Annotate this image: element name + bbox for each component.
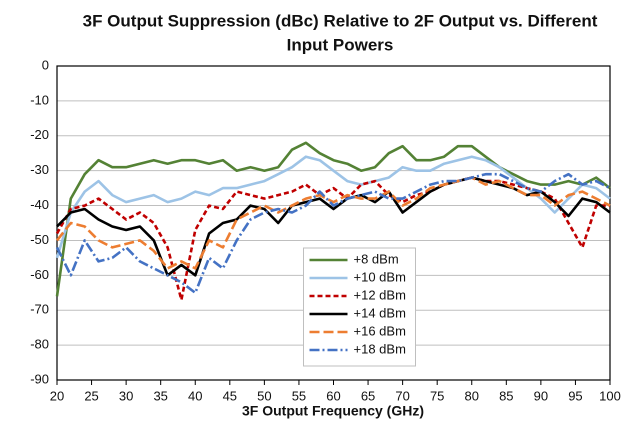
x-tick-label: 75 — [430, 388, 444, 403]
legend-label: +10 dBm — [354, 269, 406, 284]
x-tick-label: 50 — [257, 388, 271, 403]
series-line — [55, 176, 610, 302]
x-tick-label: 60 — [326, 388, 340, 403]
x-tick-label: 40 — [188, 388, 202, 403]
legend-label: +8 dBm — [354, 251, 399, 266]
x-tick-label: 30 — [119, 388, 133, 403]
x-tick-label: 55 — [292, 388, 306, 403]
series-line — [55, 155, 611, 259]
x-tick-label: 20 — [50, 388, 64, 403]
legend-box — [303, 247, 416, 367]
chart-title: Input Powers — [287, 35, 394, 54]
legend-label: +18 dBm — [354, 341, 406, 356]
y-tick-label: -20 — [30, 127, 49, 142]
y-tick-label: -30 — [30, 162, 49, 177]
y-tick-label: -90 — [30, 371, 49, 386]
series-line — [55, 141, 611, 297]
series-line — [55, 172, 611, 295]
x-tick-label: 85 — [499, 388, 513, 403]
x-tick-label: 65 — [361, 388, 375, 403]
plot-border — [56, 65, 611, 381]
y-tick-label: -10 — [30, 92, 49, 107]
y-tick-label: -40 — [30, 197, 49, 212]
legend-label: +16 dBm — [354, 323, 406, 338]
x-tick-label: 70 — [395, 388, 409, 403]
y-tick-label: 0 — [42, 57, 49, 72]
x-tick-label: 80 — [465, 388, 479, 403]
x-tick-label: 95 — [568, 388, 582, 403]
y-tick-label: -70 — [30, 302, 49, 317]
chart-title: 3F Output Suppression (dBc) Relative to … — [83, 11, 598, 30]
series-line — [55, 176, 611, 270]
x-tick-label: 100 — [599, 388, 621, 403]
y-tick-label: -60 — [30, 267, 49, 282]
x-tick-label: 45 — [223, 388, 237, 403]
y-tick-label: -50 — [30, 232, 49, 247]
x-axis-title: 3F Output Frequency (GHz) — [242, 403, 424, 419]
legend-label: +14 dBm — [354, 305, 406, 320]
x-tick-label: 25 — [84, 388, 98, 403]
x-tick-label: 35 — [153, 388, 167, 403]
x-tick-label: 90 — [534, 388, 548, 403]
legend-label: +12 dBm — [354, 287, 406, 302]
y-tick-label: -80 — [30, 337, 49, 352]
